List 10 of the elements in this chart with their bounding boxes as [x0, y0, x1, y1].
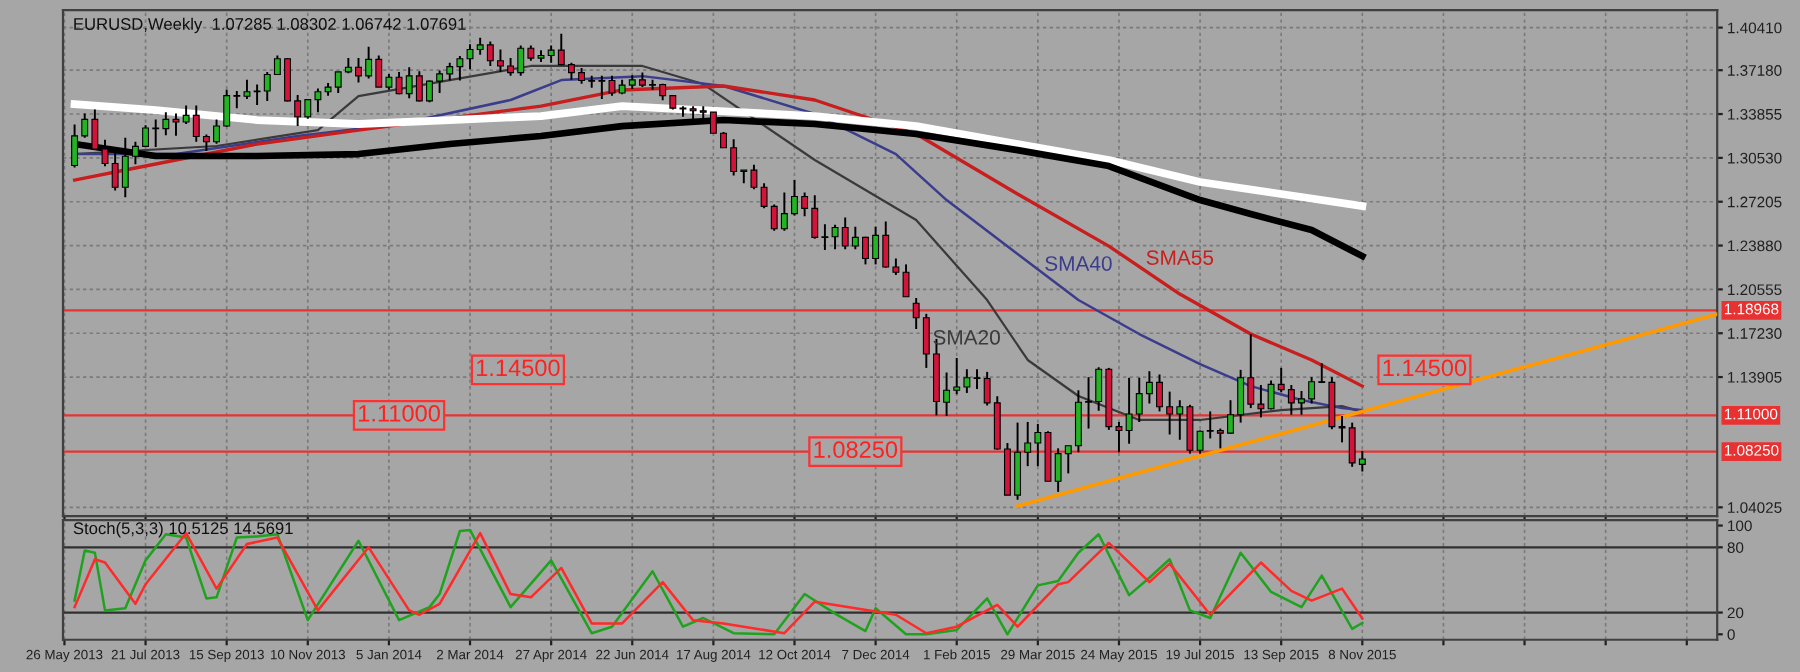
chart-title: EURUSD,Weekly 1.07285 1.08302 1.06742 1.07691 — [74, 17, 466, 34]
series-label: SMA55 — [1146, 250, 1214, 265]
annotation: 1.11000 — [359, 404, 440, 422]
annotation: 1.14500 — [477, 359, 560, 377]
series-label: SMA40 — [1045, 256, 1112, 271]
series-label: SMA20 — [933, 330, 1000, 345]
line-series — [70, 100, 1367, 210]
annotation: 1.14500 — [1383, 359, 1467, 377]
chart-title: Stoch(5,3,3) 10.5125 14.5691 — [73, 521, 293, 538]
annotation: 1.08250 — [814, 441, 898, 458]
